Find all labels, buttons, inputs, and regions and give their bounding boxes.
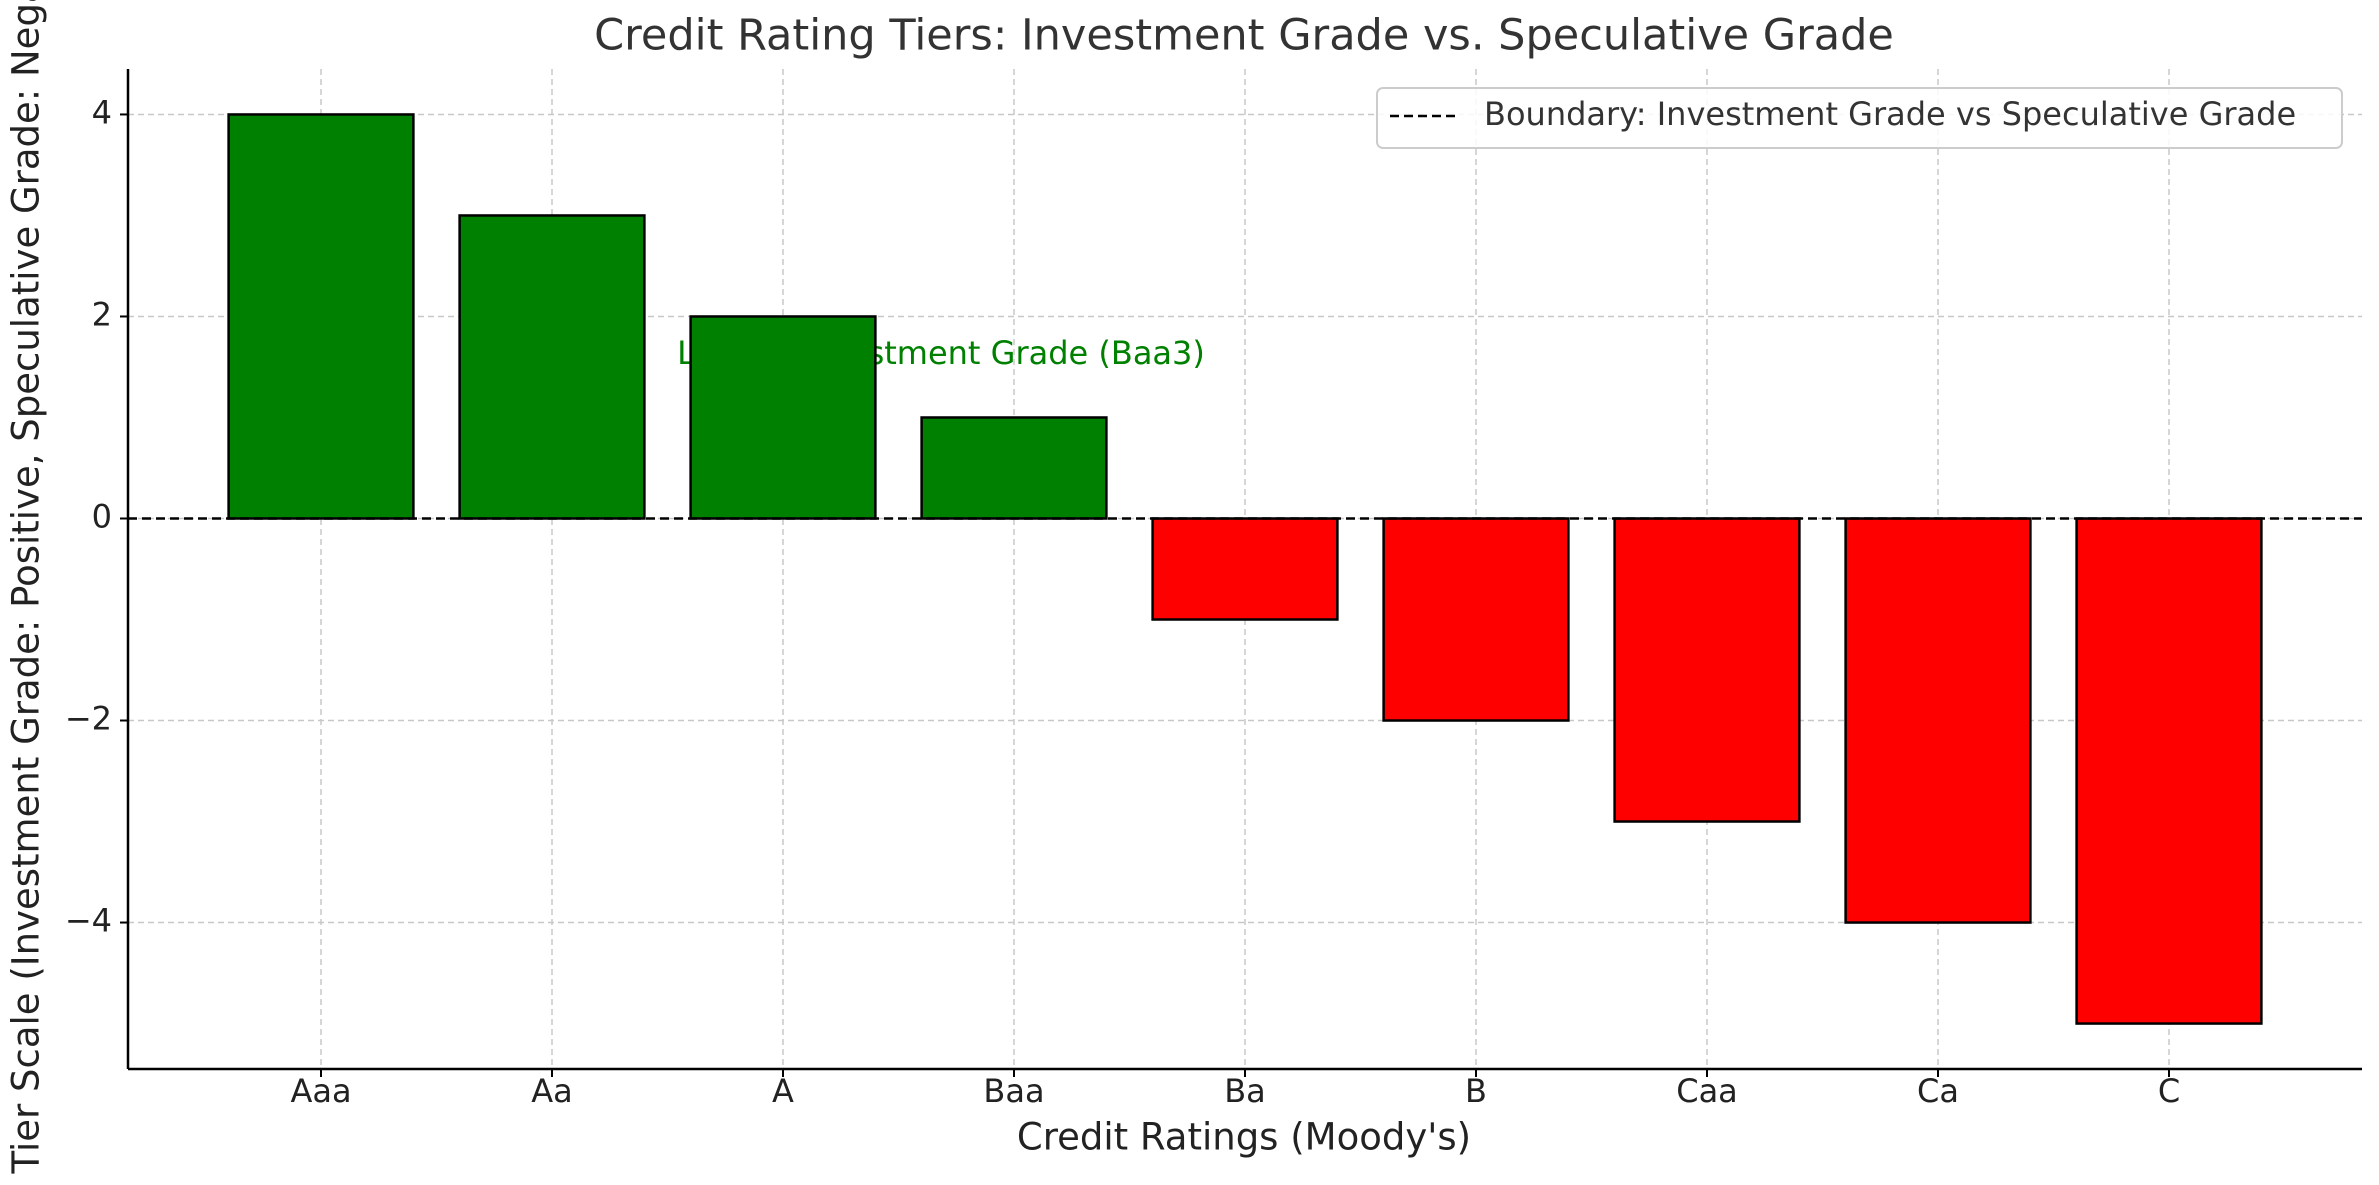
bar-aa: [458, 214, 646, 520]
bar-c: [2075, 517, 2263, 1025]
axes: 4 2 0 −2 −4 Aaa Aa A Baa Ba B Caa Ca C: [65, 69, 2362, 1110]
x-tick-label-ba: Ba: [1224, 1072, 1266, 1110]
bar-a: [689, 315, 877, 520]
x-tick-label-baa: Baa: [983, 1072, 1044, 1110]
bar-baa: [920, 416, 1108, 520]
bar-aaa: [227, 113, 415, 520]
axis-labels: Credit Rating Tiers: Investment Grade vs…: [5, 0, 1894, 1174]
bar-ba: [1151, 517, 1339, 621]
y-tick-label-1: 2: [92, 295, 112, 333]
y-axis-label: Tier Scale (Investment Grade: Positive, …: [5, 0, 48, 1174]
x-tick-label-aaa: Aaa: [290, 1072, 351, 1110]
x-tick-label-c: C: [2158, 1072, 2180, 1110]
legend-box: [1376, 87, 2343, 149]
y-tick-label-4: −4: [65, 902, 112, 940]
x-tick-label-aa: Aa: [531, 1072, 573, 1110]
x-axis-label: Credit Ratings (Moody's): [1017, 1116, 1471, 1159]
x-tick-label-b: B: [1465, 1072, 1487, 1110]
y-tick-label-0: 4: [92, 93, 112, 131]
bar-caa: [1613, 517, 1801, 823]
bars: [227, 113, 2263, 1025]
legend-entry-boundary: Boundary: Investment Grade vs Speculativ…: [1484, 95, 2296, 133]
chart-title: Credit Rating Tiers: Investment Grade vs…: [594, 11, 1894, 61]
bar-b: [1382, 517, 1570, 722]
y-tick-label-3: −2: [65, 700, 112, 738]
x-tick-label-a: A: [772, 1072, 794, 1110]
y-tick-label-2: 0: [92, 497, 112, 535]
legend: Boundary: Investment Grade vs Speculativ…: [1376, 87, 2343, 149]
bar-ca: [1844, 517, 2032, 924]
x-tick-label-ca: Ca: [1917, 1072, 1959, 1110]
x-tick-label-caa: Caa: [1676, 1072, 1738, 1110]
